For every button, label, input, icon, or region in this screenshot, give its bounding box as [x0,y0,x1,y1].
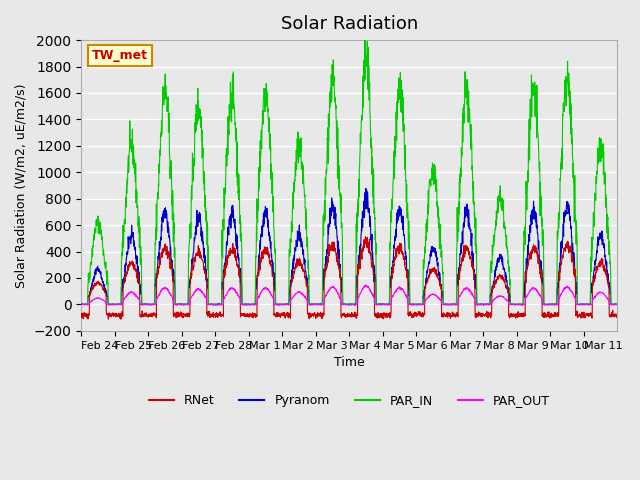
Y-axis label: Solar Radiation (W/m2, uE/m2/s): Solar Radiation (W/m2, uE/m2/s) [15,83,28,288]
Legend: RNet, Pyranom, PAR_IN, PAR_OUT: RNet, Pyranom, PAR_IN, PAR_OUT [143,389,555,412]
Text: TW_met: TW_met [92,49,148,62]
Title: Solar Radiation: Solar Radiation [280,15,418,33]
X-axis label: Time: Time [334,356,365,369]
